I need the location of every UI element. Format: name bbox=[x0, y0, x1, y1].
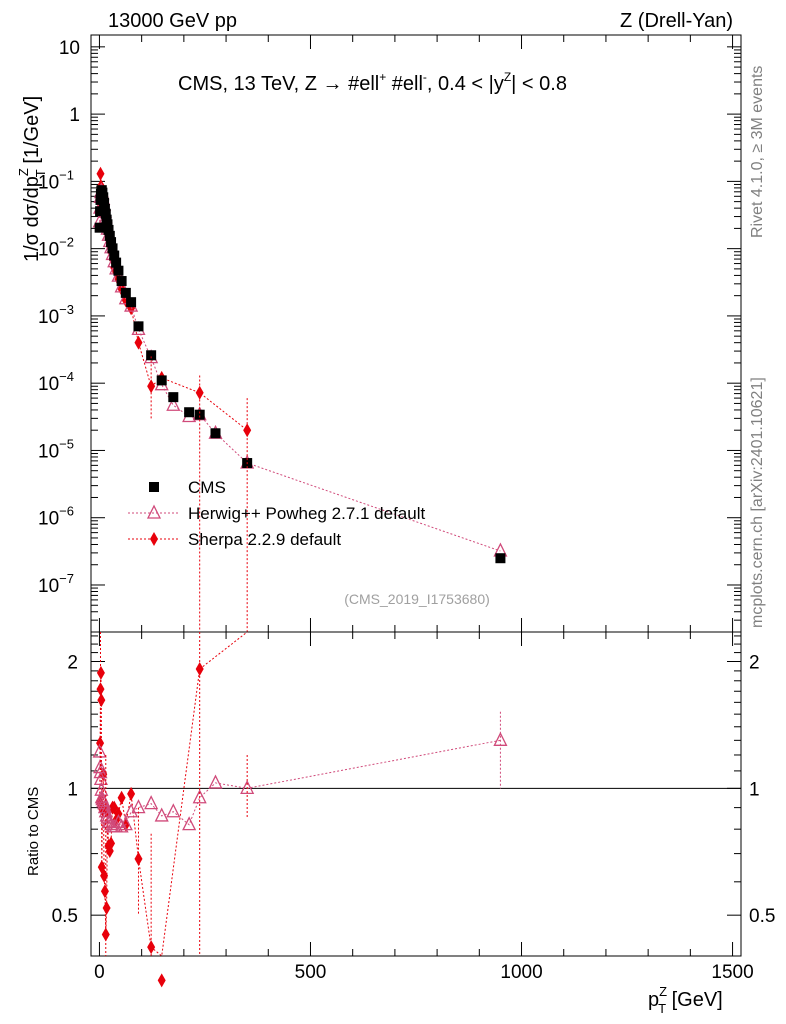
x-axis-label: pZ T [GeV] bbox=[648, 984, 723, 1016]
y-tick-label: 10−2 bbox=[38, 235, 74, 261]
ratio-y-axis-label: Ratio to CMS bbox=[25, 787, 42, 876]
x-tick-label: 1500 bbox=[711, 962, 753, 983]
series-line bbox=[99, 173, 248, 431]
y-tick-label-right: 1 bbox=[749, 779, 760, 800]
y-tick-label: 2 bbox=[67, 653, 78, 674]
data-point bbox=[94, 222, 105, 233]
ratio-point bbox=[101, 927, 110, 942]
data-point bbox=[106, 237, 117, 248]
data-point bbox=[98, 192, 109, 203]
data-point bbox=[109, 250, 120, 261]
ratio-point bbox=[240, 779, 255, 794]
y-tick-label: 10−4 bbox=[38, 369, 74, 395]
legend-marker bbox=[149, 482, 159, 492]
x-tick-label: 1000 bbox=[500, 962, 542, 983]
ratio-point bbox=[157, 973, 166, 988]
ratio-series-herwig bbox=[92, 731, 508, 833]
y-tick-label: 1 bbox=[67, 779, 78, 800]
x-tick-label: 0 bbox=[94, 962, 105, 983]
y-tick-label: 1 bbox=[69, 105, 80, 126]
data-point bbox=[166, 396, 181, 411]
ratio-point bbox=[144, 795, 159, 810]
ratio-point bbox=[92, 743, 107, 758]
ratio-point bbox=[493, 731, 508, 746]
data-point bbox=[104, 230, 115, 241]
data-point bbox=[107, 243, 118, 254]
main-y-axis-label: 1/σ dσ/dpZ T [1/GeV] bbox=[16, 96, 48, 262]
ratio-point bbox=[134, 851, 143, 866]
data-point bbox=[113, 265, 124, 276]
y-tick-label-right: 0.5 bbox=[749, 906, 775, 927]
rivet-version-label: Rivet 4.1.0, ≥ 3M events bbox=[749, 66, 766, 238]
ratio-point bbox=[93, 759, 108, 774]
plot-title: CMS, 13 TeV, Z → #ell+ #ell-, 0.4 < |yZ|… bbox=[178, 70, 567, 95]
y-tick-label: 0.5 bbox=[52, 906, 78, 927]
data-point bbox=[126, 297, 137, 308]
ratio-point bbox=[107, 836, 116, 851]
ratio-point bbox=[166, 803, 181, 818]
analysis-watermark: (CMS_2019_I1753680) bbox=[344, 591, 490, 607]
ratio-point bbox=[102, 900, 111, 915]
ratio-point bbox=[154, 807, 169, 822]
ratio-point bbox=[192, 789, 207, 804]
main-plot-panel: 10−7 10−6 10−5 10−4 10−3 10−2 10−1 1 10 bbox=[38, 34, 742, 633]
ratio-point bbox=[114, 818, 129, 833]
ratio-plot-frame bbox=[90, 631, 742, 957]
data-point bbox=[194, 409, 205, 420]
data-point bbox=[184, 407, 195, 418]
y-tick-label: 10 bbox=[59, 38, 80, 59]
data-point bbox=[111, 257, 122, 268]
ratio-point bbox=[118, 816, 133, 831]
y-tick-label-right: 2 bbox=[749, 653, 760, 674]
data-point bbox=[146, 350, 157, 361]
ratio-point bbox=[182, 816, 197, 831]
y-tick-label: 10−6 bbox=[38, 504, 74, 530]
data-point bbox=[103, 224, 114, 235]
y-tick-label: 10−3 bbox=[38, 302, 74, 328]
legend: CMS Herwig++ Powheg 2.7.1 default Sherpa 2… bbox=[128, 478, 425, 549]
data-point bbox=[134, 335, 143, 350]
data-point bbox=[133, 321, 144, 332]
legend-label: CMS bbox=[188, 478, 226, 497]
x-tick-label: 500 bbox=[295, 962, 327, 983]
ratio-point bbox=[117, 790, 126, 805]
ratio-plot-panel: 0 500 1000 1500 0.5 0.5 1 1 2 2 bbox=[52, 631, 775, 988]
legend-label: Sherpa 2.2.9 default bbox=[188, 530, 341, 549]
series-line bbox=[99, 189, 501, 552]
mcplots-credit-label: mcplots.cern.ch [arXiv:2401.10621] bbox=[749, 377, 766, 628]
legend-label: Herwig++ Powheg 2.7.1 default bbox=[188, 504, 425, 523]
data-point bbox=[116, 276, 127, 287]
ratio-point bbox=[127, 786, 136, 801]
ratio-point bbox=[208, 774, 223, 789]
data-point bbox=[156, 375, 167, 386]
data-point bbox=[495, 553, 506, 564]
y-tick-label: 10−7 bbox=[38, 571, 74, 597]
data-point bbox=[168, 392, 179, 403]
data-point bbox=[99, 197, 110, 208]
series-herwig bbox=[92, 182, 508, 557]
series-cms bbox=[94, 185, 506, 564]
y-tick-label: 10−1 bbox=[38, 167, 74, 193]
data-point bbox=[120, 287, 131, 298]
legend-marker bbox=[150, 532, 158, 546]
ratio-point bbox=[97, 693, 106, 708]
ratio-point bbox=[100, 884, 109, 899]
data-point bbox=[100, 208, 111, 219]
ratio-point bbox=[114, 806, 123, 821]
ratio-point bbox=[93, 764, 108, 779]
data-point bbox=[102, 219, 113, 230]
legend-marker bbox=[146, 504, 162, 519]
header-process: 13000 GeV pp bbox=[108, 10, 237, 32]
header-observable: Z (Drell-Yan) bbox=[620, 10, 733, 32]
y-tick-label: 10−5 bbox=[38, 436, 74, 462]
data-point bbox=[96, 166, 105, 181]
data-point bbox=[210, 428, 221, 439]
